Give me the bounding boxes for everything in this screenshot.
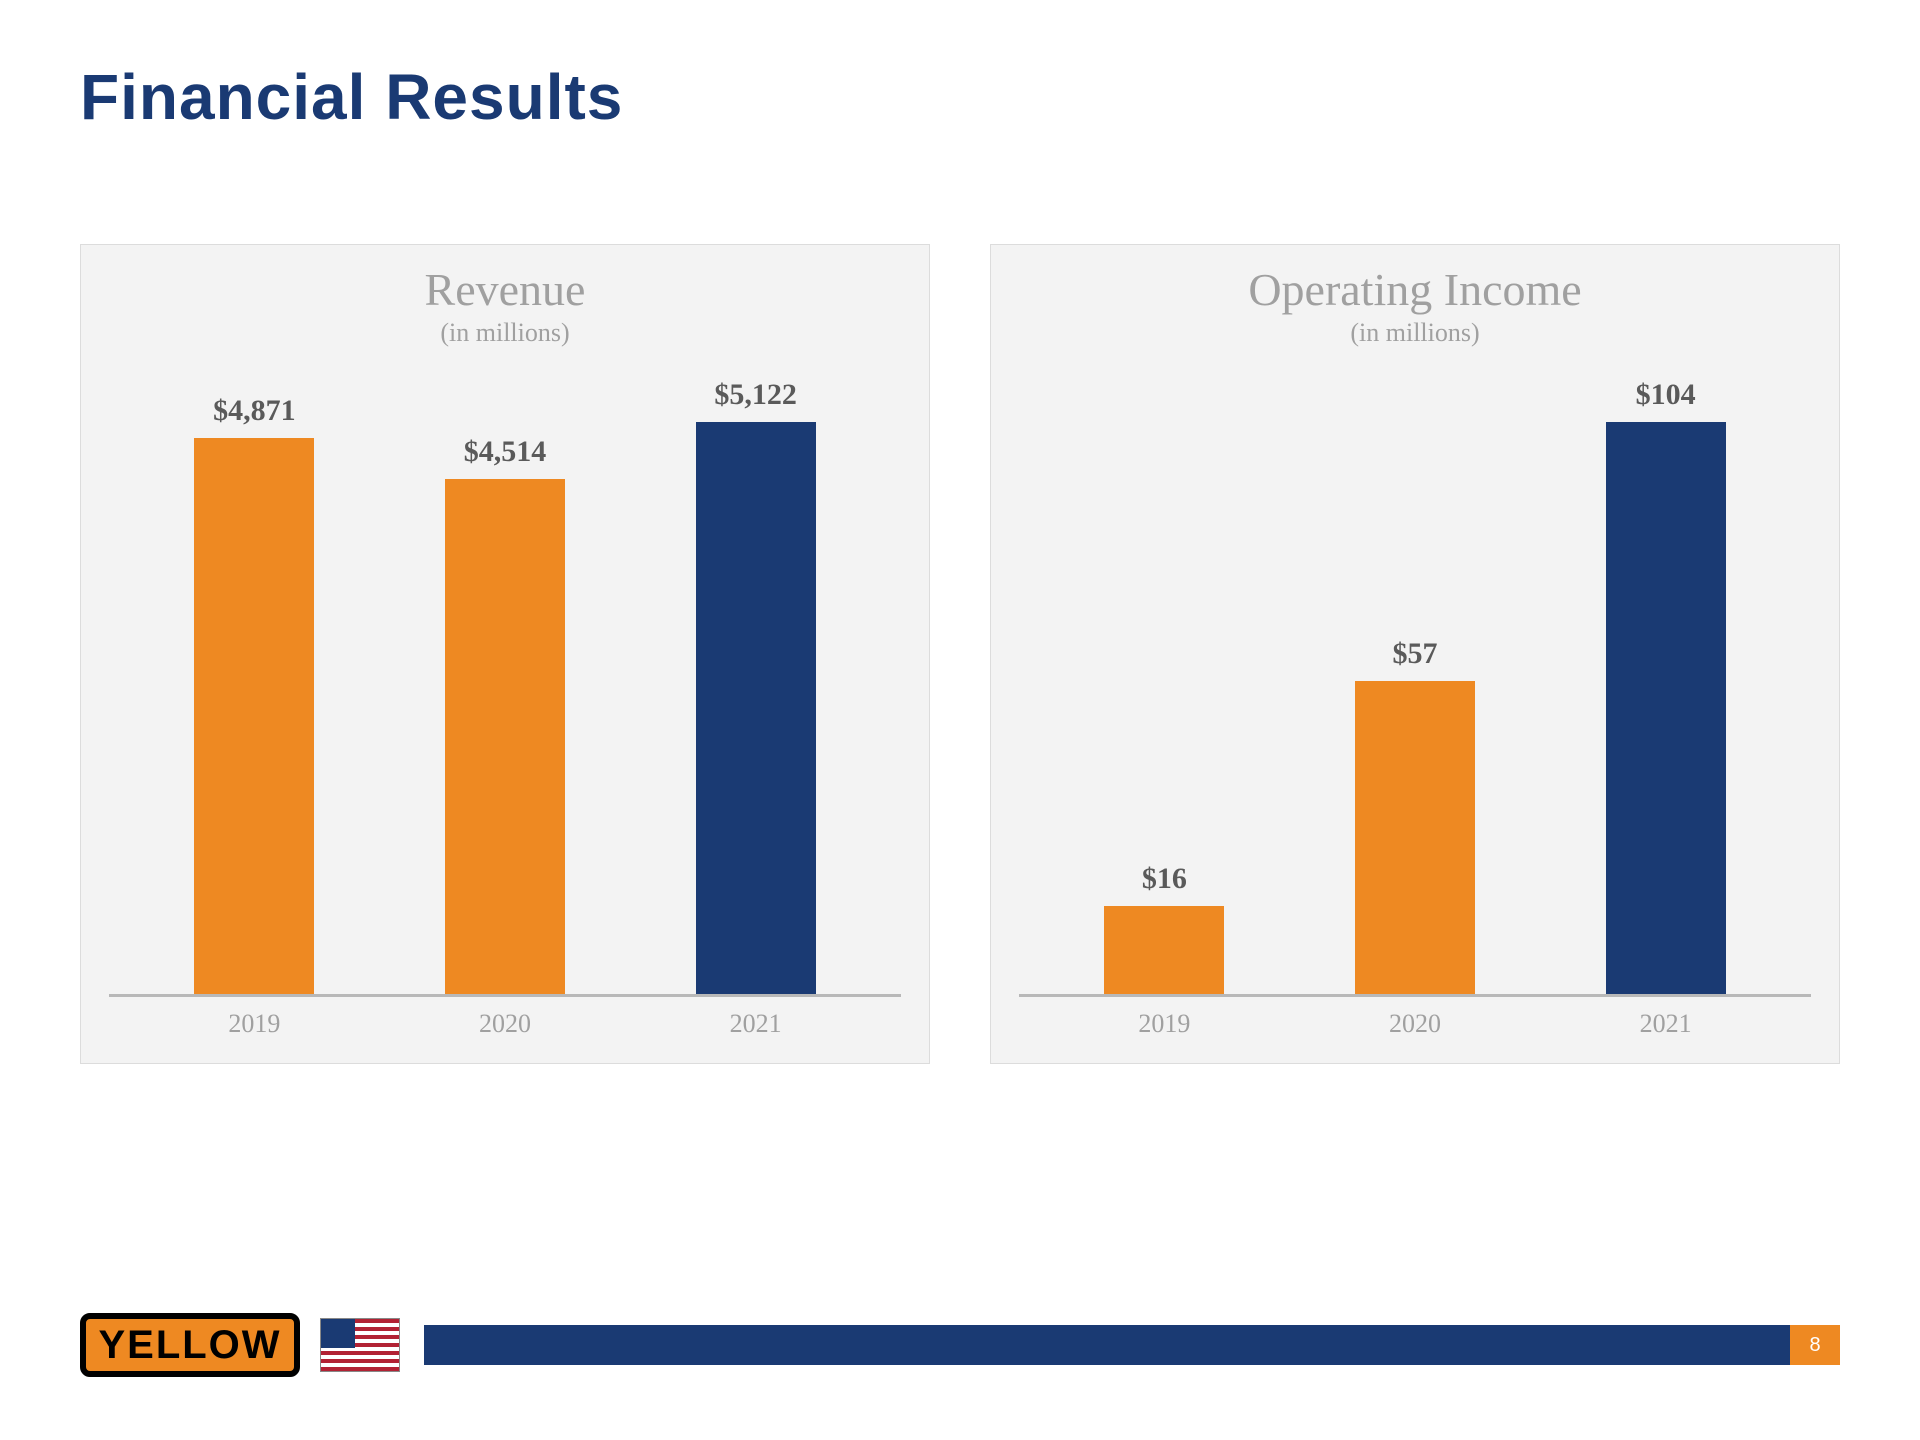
yellow-logo: YELLOW <box>80 1313 300 1377</box>
opinc-plot: $16 $57 $104 <box>1019 378 1811 997</box>
bar-group: $104 <box>1553 378 1779 994</box>
x-axis-label: 2020 <box>1302 1009 1528 1039</box>
revenue-chart-title: Revenue <box>109 263 901 316</box>
bar <box>1355 681 1475 995</box>
bar-value-label: $5,122 <box>714 378 797 412</box>
revenue-chart-panel: Revenue (in millions) $4,871 $4,514 $5,122… <box>80 244 930 1064</box>
bar <box>1104 906 1224 994</box>
page-number: 8 <box>1790 1325 1840 1365</box>
revenue-chart-subtitle: (in millions) <box>109 318 901 348</box>
bar-group: $4,514 <box>392 378 618 994</box>
bar <box>696 422 816 994</box>
bar <box>445 479 565 994</box>
x-axis-label: 2021 <box>643 1009 869 1039</box>
bar-group: $57 <box>1302 378 1528 994</box>
revenue-x-labels: 2019 2020 2021 <box>109 1009 901 1039</box>
x-axis-label: 2020 <box>392 1009 618 1039</box>
bar-value-label: $104 <box>1636 378 1696 412</box>
us-flag-icon <box>320 1318 400 1372</box>
bar-value-label: $16 <box>1142 862 1187 896</box>
slide-title: Financial Results <box>80 60 1840 134</box>
bar-value-label: $4,514 <box>464 435 547 469</box>
bar-value-label: $4,871 <box>213 394 296 428</box>
opinc-chart-title: Operating Income <box>1019 263 1811 316</box>
bar <box>194 438 314 994</box>
opinc-chart-panel: Operating Income (in millions) $16 $57 $10… <box>990 244 1840 1064</box>
x-axis-label: 2021 <box>1553 1009 1779 1039</box>
footer: YELLOW 8 <box>0 1310 1920 1380</box>
x-axis-label: 2019 <box>1052 1009 1278 1039</box>
opinc-x-labels: 2019 2020 2021 <box>1019 1009 1811 1039</box>
bar <box>1606 422 1726 994</box>
bar-group: $4,871 <box>142 378 368 994</box>
bar-group: $5,122 <box>643 378 869 994</box>
revenue-plot: $4,871 $4,514 $5,122 <box>109 378 901 997</box>
slide: Financial Results Revenue (in millions) … <box>0 0 1920 1440</box>
x-axis-label: 2019 <box>142 1009 368 1039</box>
bar-value-label: $57 <box>1392 637 1437 671</box>
footer-bar: 8 <box>424 1325 1840 1365</box>
opinc-chart-subtitle: (in millions) <box>1019 318 1811 348</box>
charts-row: Revenue (in millions) $4,871 $4,514 $5,122… <box>80 244 1840 1064</box>
bar-group: $16 <box>1052 378 1278 994</box>
